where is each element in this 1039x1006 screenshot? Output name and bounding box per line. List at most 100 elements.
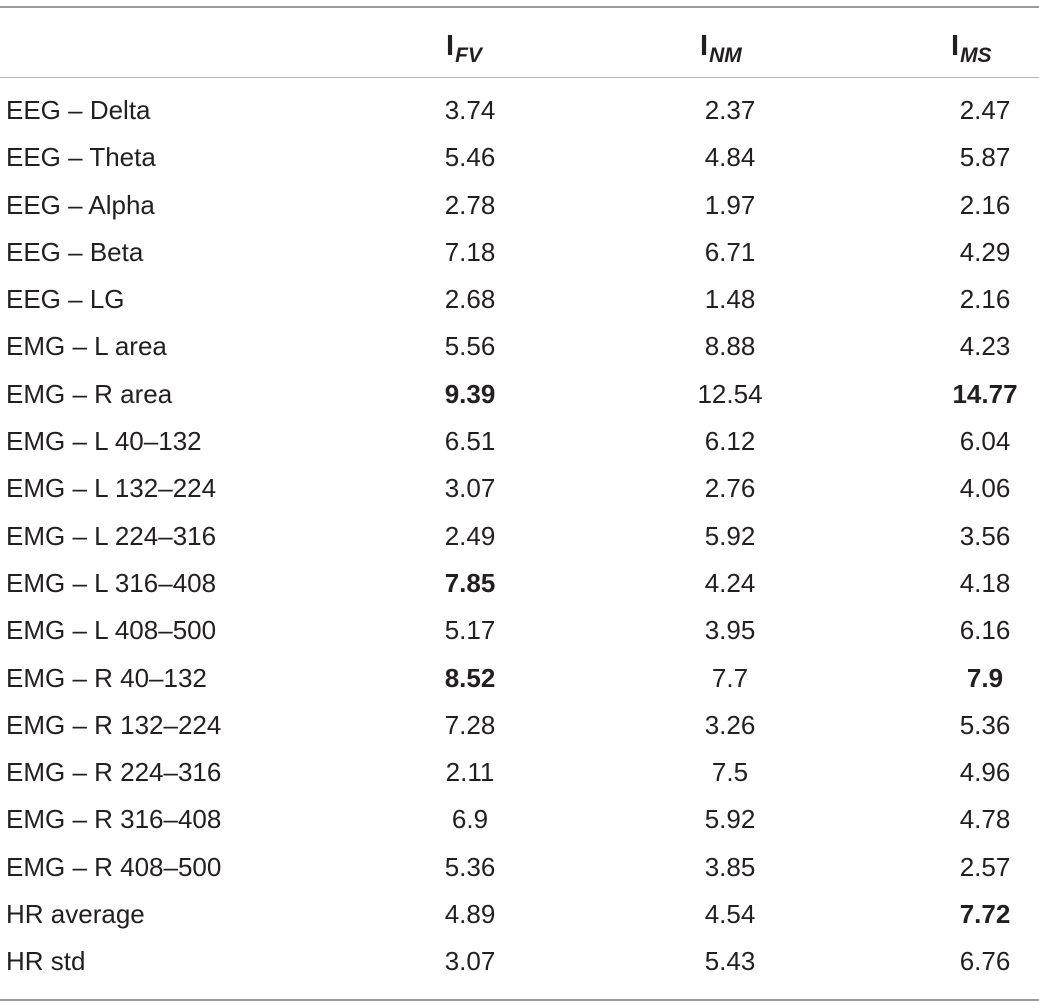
- table-row: EMG – R 224–316 2.11 7.5 4.96: [0, 749, 1039, 796]
- header-i-ms: IMS: [951, 30, 992, 67]
- cell-value: 2.57: [959, 851, 1011, 882]
- cell-value: 2.37: [704, 95, 756, 125]
- cell-value: 7.5: [711, 757, 749, 788]
- cell-value: 6.16: [959, 615, 1011, 646]
- table-row: EMG – L 408–500 5.17 3.95 6.16: [0, 607, 1039, 654]
- row-label: EEG – Beta: [6, 236, 144, 267]
- row-label: EMG – L 224–316: [6, 520, 217, 551]
- row-label: EMG – L 408–500: [6, 615, 217, 646]
- cell-value: 3.74: [444, 95, 496, 125]
- table-row: EMG – L 132–224 3.07 2.76 4.06: [0, 465, 1039, 512]
- cell-value: 5.36: [444, 851, 496, 882]
- table-row: EEG – Theta 5.46 4.84 5.87: [0, 134, 1039, 181]
- cell-value: 4.06: [959, 473, 1011, 504]
- header-i-fv: IFV: [446, 30, 482, 67]
- cell-value: 5.87: [959, 142, 1011, 173]
- table-row: EEG – LG 2.68 1.48 2.16: [0, 276, 1039, 323]
- header-i-nm: INM: [700, 30, 742, 67]
- cell-value: 5.92: [704, 520, 756, 551]
- cell-value: 2.49: [444, 520, 496, 551]
- cell-value: 9.39: [444, 378, 496, 409]
- cell-value: 5.43: [704, 946, 756, 977]
- cell-value: 4.96: [959, 757, 1011, 788]
- cell-value: 2.16: [959, 189, 1011, 220]
- cell-value: 7.7: [711, 662, 749, 693]
- cell-value: 6.12: [704, 426, 756, 457]
- table-row: EMG – L area 5.56 8.88 4.23: [0, 323, 1039, 370]
- cell-value: 4.23: [959, 331, 1011, 362]
- table-top-rule: [0, 6, 1039, 8]
- cell-value: 3.56: [959, 520, 1011, 551]
- row-label: EMG – L 316–408: [6, 567, 217, 598]
- cell-value: 6.9: [451, 804, 489, 835]
- row-label: EMG – R 408–500: [6, 851, 222, 882]
- cell-value: 5.56: [444, 331, 496, 362]
- cell-value: 1.97: [704, 189, 756, 220]
- table-header-row: IFV INM IMS: [0, 24, 1039, 68]
- row-label: EMG – L 40–132: [6, 426, 202, 457]
- table-row: EMG – R 316–408 6.9 5.92 4.78: [0, 796, 1039, 843]
- cell-value: 8.88: [704, 331, 756, 362]
- cell-value: 5.92: [704, 804, 756, 835]
- row-label: EMG – R 316–408: [6, 804, 222, 835]
- row-label: EEG – Theta: [6, 142, 156, 173]
- cell-value: 6.51: [444, 426, 496, 457]
- row-label: EEG – Delta: [6, 95, 151, 125]
- cell-value: 14.77: [952, 378, 1018, 409]
- cell-value: 3.26: [704, 709, 756, 740]
- cell-value: 4.54: [704, 899, 756, 930]
- cell-value: 4.78: [959, 804, 1011, 835]
- table-row: EEG – Delta 3.74 2.37 2.47: [0, 87, 1039, 134]
- row-label: EMG – R 132–224: [6, 709, 222, 740]
- row-label: HR std: [6, 946, 86, 977]
- cell-value: 2.47: [959, 95, 1011, 125]
- table-row: EMG – L 224–316 2.49 5.92 3.56: [0, 513, 1039, 560]
- cell-value: 3.07: [444, 946, 496, 977]
- table-row: HR std 3.07 5.43 6.76: [0, 938, 1039, 985]
- cell-value: 7.72: [959, 899, 1011, 930]
- row-label: EEG – Alpha: [6, 189, 155, 220]
- cell-value: 2.16: [959, 284, 1011, 315]
- table-row: EEG – Alpha 2.78 1.97 2.16: [0, 182, 1039, 229]
- cell-value: 3.07: [444, 473, 496, 504]
- cell-value: 12.54: [697, 378, 763, 409]
- cell-value: 4.84: [704, 142, 756, 173]
- table-row: EMG – R 40–132 8.52 7.7 7.9: [0, 655, 1039, 702]
- cell-value: 2.68: [444, 284, 496, 315]
- cell-value: 4.18: [959, 567, 1011, 598]
- table-row: EMG – L 316–408 7.85 4.24 4.18: [0, 560, 1039, 607]
- cell-value: 2.76: [704, 473, 756, 504]
- cell-value: 6.76: [959, 946, 1011, 977]
- row-label: EMG – L area: [6, 331, 167, 362]
- row-label: HR average: [6, 899, 145, 930]
- cell-value: 2.11: [445, 757, 495, 788]
- table-row: HR average 4.89 4.54 7.72: [0, 891, 1039, 938]
- cell-value: 5.36: [959, 709, 1011, 740]
- cell-value: 4.24: [704, 567, 756, 598]
- cell-value: 7.18: [444, 236, 496, 267]
- table-row: EMG – R 408–500 5.36 3.85 2.57: [0, 844, 1039, 891]
- cell-value: 8.52: [444, 662, 496, 693]
- cell-value: 7.9: [966, 662, 1004, 693]
- table-body: EEG – Delta 3.74 2.37 2.47 EEG – Theta 5.46 4.…: [0, 87, 1039, 986]
- cell-value: 5.17: [444, 615, 496, 646]
- table-bottom-rule: [0, 999, 1039, 1001]
- cell-value: 3.85: [704, 851, 756, 882]
- row-label: EEG – LG: [6, 284, 125, 315]
- cell-value: 2.78: [444, 189, 496, 220]
- cell-value: 4.89: [444, 899, 496, 930]
- row-label: EMG – L 132–224: [6, 473, 217, 504]
- cell-value: 1.48: [704, 284, 756, 315]
- table-row: EMG – R area 9.39 12.54 14.77: [0, 371, 1039, 418]
- row-label: EMG – R area: [6, 378, 173, 409]
- header-divider: [0, 77, 1039, 78]
- cell-value: 7.28: [444, 709, 496, 740]
- cell-value: 7.85: [444, 567, 496, 598]
- cell-value: 6.71: [704, 236, 756, 267]
- cell-value: 4.29: [959, 236, 1011, 267]
- cell-value: 3.95: [704, 615, 756, 646]
- row-label: EMG – R 224–316: [6, 757, 222, 788]
- cell-value: 5.46: [444, 142, 496, 173]
- table-row: EMG – R 132–224 7.28 3.26 5.36: [0, 702, 1039, 749]
